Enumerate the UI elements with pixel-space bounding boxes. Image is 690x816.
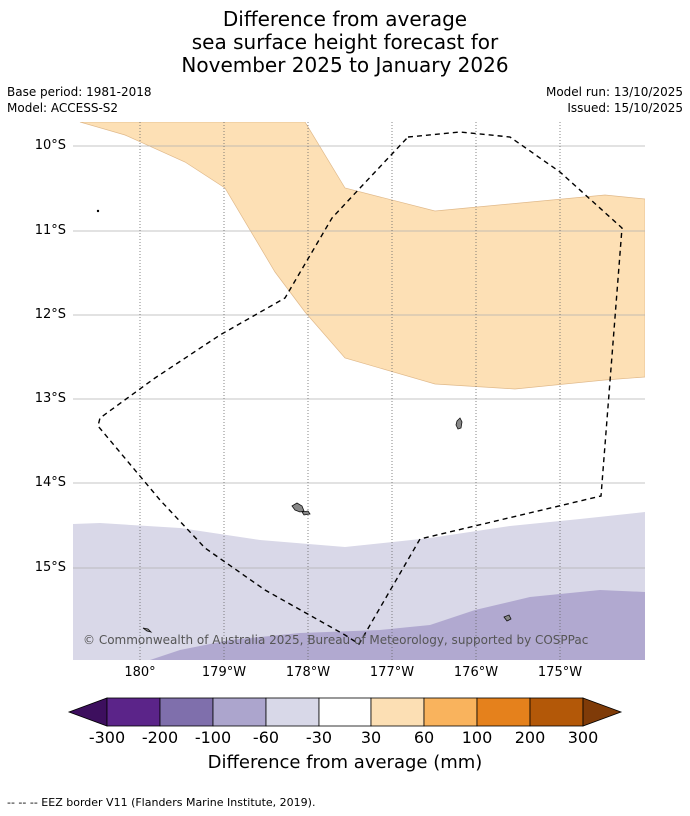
meta-left: Base period: 1981-2018 Model: ACCESS-S2 xyxy=(7,84,152,116)
anomaly-region-lavender xyxy=(150,590,645,660)
eez-legend-footer: -- -- -- EEZ border V11 (Flanders Marine… xyxy=(7,796,316,809)
lat-label-14s: 14°S xyxy=(34,475,66,490)
colorbar-tick: -100 xyxy=(194,728,232,747)
map-title: Difference from average sea surface heig… xyxy=(0,8,690,77)
island-niuafo-ou xyxy=(503,614,512,622)
lat-label-12s: 12°S xyxy=(34,307,66,322)
title-line-1: Difference from average xyxy=(222,7,468,31)
colorbar-bin-3 xyxy=(212,697,267,727)
lon-label-176w: 176°W xyxy=(453,665,499,680)
lon-label-177w: 177°W xyxy=(369,665,415,680)
lat-label-10s: 10°S xyxy=(34,138,66,153)
colorbar xyxy=(67,697,623,727)
colorbar-tick: 60 xyxy=(413,728,435,747)
colorbar-tick: 30 xyxy=(360,728,382,747)
islet-dot xyxy=(96,209,100,213)
title-line-2: sea surface height forecast for xyxy=(191,30,499,54)
colorbar-tick: -300 xyxy=(88,728,126,747)
lat-label-15s: 15°S xyxy=(34,560,66,575)
colorbar-extend-low xyxy=(67,697,108,727)
island-reef-west xyxy=(142,627,153,633)
colorbar-bin-5 xyxy=(318,697,372,727)
island-futuna xyxy=(291,502,305,513)
island-alofi xyxy=(301,510,311,516)
colorbar-label: Difference from average (mm) xyxy=(207,752,483,773)
model-name: Model: ACCESS-S2 xyxy=(7,101,119,115)
lon-label-179w: 179°W xyxy=(201,665,247,680)
colorbar-bin-1 xyxy=(106,697,161,727)
anomaly-region-light-orange xyxy=(79,122,645,390)
colorbar-bin-7 xyxy=(423,697,478,727)
meta-right: Model run: 13/10/2025 Issued: 15/10/2025 xyxy=(546,84,683,116)
copyright-credit: © Commonwealth of Australia 2025, Bureau… xyxy=(83,633,589,647)
colorbar-bin-4 xyxy=(265,697,320,727)
base-period: Base period: 1981-2018 xyxy=(7,85,152,99)
colorbar-tick: 100 xyxy=(461,728,493,747)
title-line-3: November 2025 to January 2026 xyxy=(181,53,509,77)
latitude-gridlines xyxy=(73,145,645,569)
lon-label-175w: 175°W xyxy=(537,665,583,680)
colorbar-bin-8 xyxy=(476,697,531,727)
colorbar-bin-9 xyxy=(529,697,584,727)
colorbar-tick: -200 xyxy=(141,728,179,747)
lat-label-11s: 11°S xyxy=(34,223,66,238)
lon-label-178w: 178°W xyxy=(285,665,331,680)
colorbar-tick: -30 xyxy=(305,728,333,747)
colorbar-tick: -60 xyxy=(252,728,280,747)
lat-label-13s: 13°S xyxy=(34,391,66,406)
lon-label-180: 180° xyxy=(124,665,156,680)
island-wallis xyxy=(455,417,463,430)
islands xyxy=(142,417,512,633)
colorbar-tick: 200 xyxy=(514,728,546,747)
issued-date: Issued: 15/10/2025 xyxy=(567,101,683,115)
colorbar-bin-6 xyxy=(370,697,425,727)
map-area xyxy=(73,122,645,660)
colorbar-tick: 300 xyxy=(567,728,599,747)
colorbar-bin-2 xyxy=(159,697,214,727)
colorbar-extend-high xyxy=(582,697,623,727)
model-run: Model run: 13/10/2025 xyxy=(545,85,683,99)
